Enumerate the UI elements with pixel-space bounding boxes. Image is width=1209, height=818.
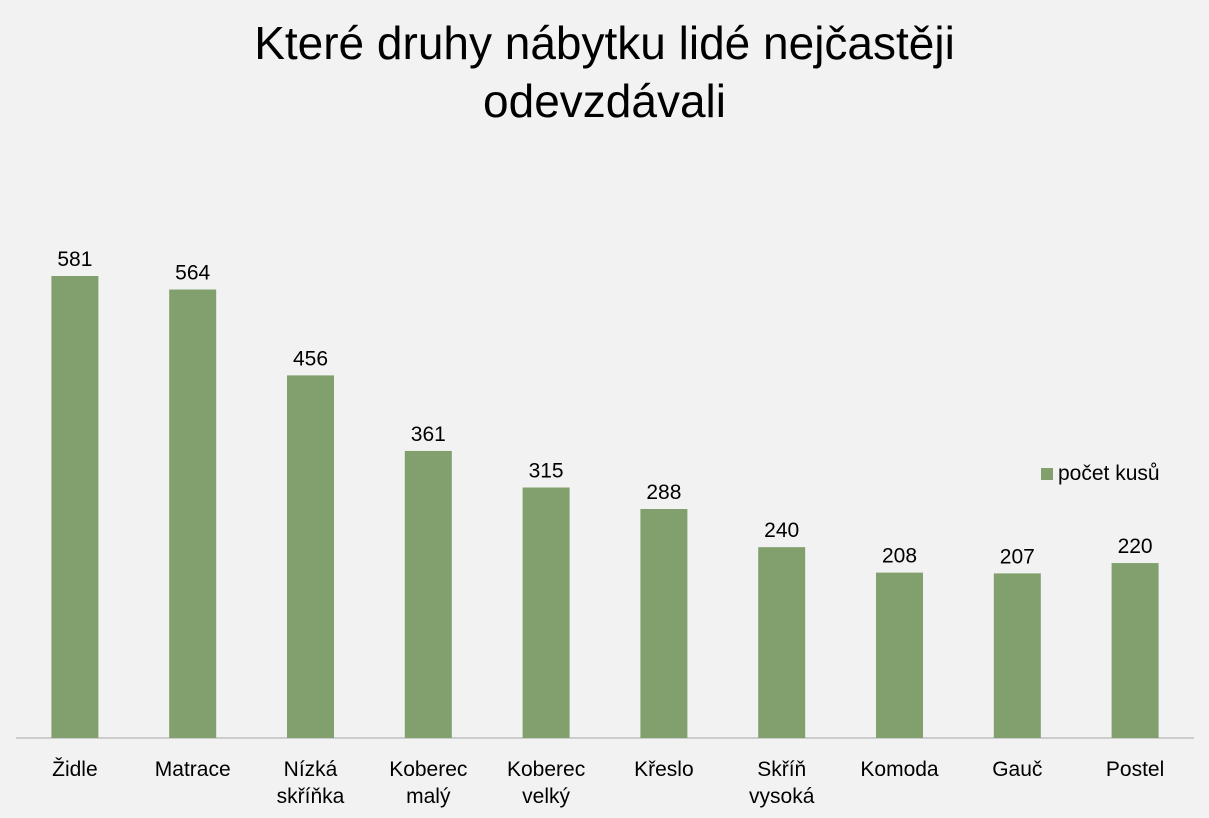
data-label: 581 — [57, 248, 92, 271]
x-tick-label: Koberec — [389, 758, 467, 781]
x-tick-label: Skříň — [757, 758, 806, 781]
x-tick-label: Křeslo — [634, 758, 694, 781]
x-tick-label: Gauč — [992, 758, 1042, 781]
x-tick-label: malý — [406, 785, 451, 808]
bar — [404, 450, 452, 738]
data-label: 564 — [175, 262, 210, 285]
data-label: 240 — [764, 519, 799, 542]
legend-label: počet kusů — [1058, 462, 1160, 485]
chart-title-line-1: Které druhy nábytku lidé nejčastěji — [254, 17, 955, 69]
bar — [51, 276, 99, 738]
chart-title: Které druhy nábytku lidé nejčastěji odev… — [0, 14, 1209, 130]
data-label: 456 — [293, 347, 328, 370]
bar — [640, 508, 688, 738]
x-tick-label: Komoda — [860, 758, 939, 781]
data-label: 288 — [646, 481, 681, 504]
legend-swatch — [1041, 468, 1053, 480]
data-label: 207 — [1000, 545, 1035, 568]
x-tick-label: Židle — [52, 758, 98, 781]
bar — [876, 572, 923, 738]
chart-title-line-2: odevzdávali — [483, 75, 726, 127]
x-tick-label: vysoká — [749, 785, 815, 808]
x-tick-label: skříňka — [277, 785, 345, 808]
x-tick-label: velký — [522, 785, 570, 808]
bar — [287, 375, 334, 738]
x-tick-label: Matrace — [155, 758, 231, 781]
x-tick-label: Koberec — [507, 758, 585, 781]
bar — [522, 487, 570, 738]
bar — [993, 573, 1041, 738]
data-label: 315 — [529, 460, 564, 483]
bar — [758, 547, 806, 738]
data-label: 220 — [1118, 535, 1153, 558]
data-label: 208 — [882, 545, 917, 568]
legend: počet kusů — [1041, 462, 1160, 486]
bar — [1111, 563, 1159, 738]
data-label: 361 — [411, 423, 446, 446]
bar — [169, 289, 217, 738]
x-tick-label: Nízká — [284, 758, 338, 781]
x-tick-label: Postel — [1106, 758, 1164, 781]
